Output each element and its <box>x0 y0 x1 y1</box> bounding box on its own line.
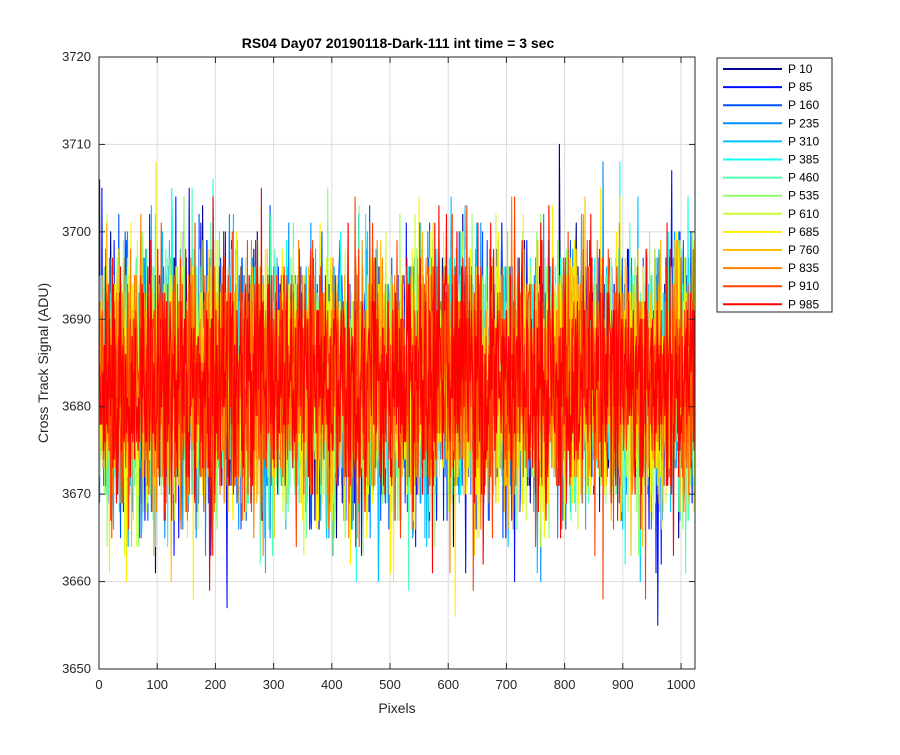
plot-frame <box>98 56 696 670</box>
legend-label: P 10 <box>788 62 813 76</box>
y-tick-label: 3680 <box>62 399 91 414</box>
y-axis-label: Cross Track Signal (ADU) <box>35 283 51 443</box>
x-tick-label: 500 <box>379 677 401 692</box>
legend-label: P 910 <box>788 279 819 293</box>
x-axis-label: Pixels <box>378 700 415 716</box>
x-tick-label: 1000 <box>667 677 696 692</box>
legend-label: P 310 <box>788 134 819 148</box>
y-tick-label: 3670 <box>62 486 91 501</box>
x-tick-label: 600 <box>437 677 459 692</box>
legend-box <box>716 57 833 313</box>
legend-label: P 235 <box>788 116 819 130</box>
x-tick-label: 100 <box>146 677 168 692</box>
legend-label: P 160 <box>788 98 819 112</box>
x-tick-label: 700 <box>496 677 518 692</box>
chart-title: RS04 Day07 20190118-Dark-111 int time = … <box>242 35 555 51</box>
y-axis-ticks: 3650 3660 3670 3680 3690 3700 3710 3720 <box>62 49 695 676</box>
y-tick-label: 3690 <box>62 311 91 326</box>
legend-label: P 385 <box>788 153 819 167</box>
legend-label: P 685 <box>788 225 819 239</box>
y-tick-label: 3660 <box>62 574 91 589</box>
x-axis-ticks: 0 100 200 300 400 500 600 700 800 900 1000 <box>95 57 695 692</box>
x-tick-label: 300 <box>263 677 285 692</box>
legend: P 10 P 85 P 160 P 235 P 310 P 385 P 460 P 535 P … <box>716 57 833 313</box>
legend-label: P 760 <box>788 243 819 257</box>
series-group <box>99 143 696 626</box>
series-line <box>99 196 696 600</box>
legend-label: P 610 <box>788 207 819 221</box>
x-tick-label: 900 <box>612 677 634 692</box>
legend-label: P 535 <box>788 189 819 203</box>
series-line <box>99 187 696 591</box>
x-tick-label: 200 <box>205 677 227 692</box>
x-tick-label: 0 <box>95 677 102 692</box>
y-tick-label: 3720 <box>62 49 91 64</box>
y-tick-label: 3650 <box>62 661 91 676</box>
y-tick-label: 3710 <box>62 136 91 151</box>
x-tick-label: 400 <box>321 677 343 692</box>
y-tick-label: 3700 <box>62 224 91 239</box>
legend-label: P 835 <box>788 261 819 275</box>
legend-label: P 460 <box>788 171 819 185</box>
legend-label: P 985 <box>788 297 819 311</box>
legend-label: P 85 <box>788 80 813 94</box>
x-tick-label: 800 <box>554 677 576 692</box>
